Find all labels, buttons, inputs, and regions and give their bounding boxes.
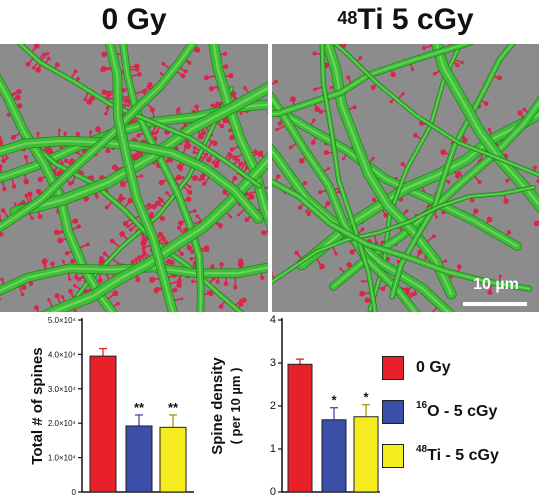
legend-label-0gy-text: 0 Gy [416,359,451,376]
y-tick-label: 1 [270,443,276,455]
panel-title-control: 0 Gy [101,3,167,36]
significance-marker: * [363,390,369,405]
legend-label-48ti-sup: 48 [416,444,428,455]
significance-marker: * [331,393,337,408]
y-tick-label: 3.0×10⁴ [48,385,77,394]
legend-item-16o: 16O - 5 cGy [382,400,539,428]
panel-title-ti-superscript: 48 [337,8,358,28]
legend-label-16o: 16O - 5 cGy [416,400,498,421]
legend-swatch-48ti [382,444,404,468]
y-tick-label: 5.0×10⁴ [48,316,77,325]
dendrites-layer [0,44,268,312]
bar-3 [353,416,379,493]
chart-1: 0 1.0×10⁴ 2.0×10⁴ 3.0×10⁴ 4.0×10⁴ 5.0×10⁴ Tota… [29,316,194,497]
scale-bar [463,302,527,306]
bar-charts: 0 1.0×10⁴ 2.0×10⁴ 3.0×10⁴ 4.0×10⁴ 5.0×10⁴ Tota… [29,314,380,498]
bar-3 [159,426,187,493]
dendrites-layer [272,44,539,312]
bar-1 [89,355,117,493]
panel-title-ti: 48Ti 5 cGy [272,2,539,38]
legend-item-48ti: 48Ti - 5 cGy [382,444,539,472]
bar-1 [287,363,313,493]
legend-item-0gy: 0 Gy [382,356,539,384]
legend-swatch-0gy [382,356,404,380]
legend-label-0gy: 0 Gy [416,359,451,377]
y-axis-label-units: ( per 10 µm ) [228,368,243,445]
y-tick-label: 0 [270,486,276,498]
y-tick-label: 1.0×10⁴ [48,454,77,463]
panel-title-ti-text: Ti 5 cGy [357,3,474,36]
micrograph-ti [272,44,539,312]
scale-bar-label: 10 µm [473,276,519,293]
y-tick-label: 3 [270,357,276,369]
y-axis-label: Spine density [209,357,226,455]
significance-marker: ** [134,400,145,415]
y-tick-label: 2.0×10⁴ [48,419,77,428]
micrograph-control [0,44,268,312]
legend-swatch-16o [382,400,404,424]
legend-label-48ti: 48Ti - 5 cGy [416,444,499,465]
y-axis-label: Total # of spines [29,347,46,464]
y-tick-label: 2 [270,400,276,412]
y-tick-label: 0 [72,488,77,497]
legend-label-16o-sup: 16 [416,400,428,411]
bar-2 [321,419,347,493]
y-tick-label: 4.0×10⁴ [48,350,77,359]
chart-2: 0 1 2 3 4 Spine density( per 10 µm ) * * [209,314,380,498]
legend-label-16o-text: O - 5 cGy [427,403,498,420]
bar-2 [125,425,153,493]
y-tick-label: 4 [270,314,276,326]
legend-label-48ti-text: Ti - 5 cGy [427,447,499,464]
significance-marker: ** [168,400,179,415]
